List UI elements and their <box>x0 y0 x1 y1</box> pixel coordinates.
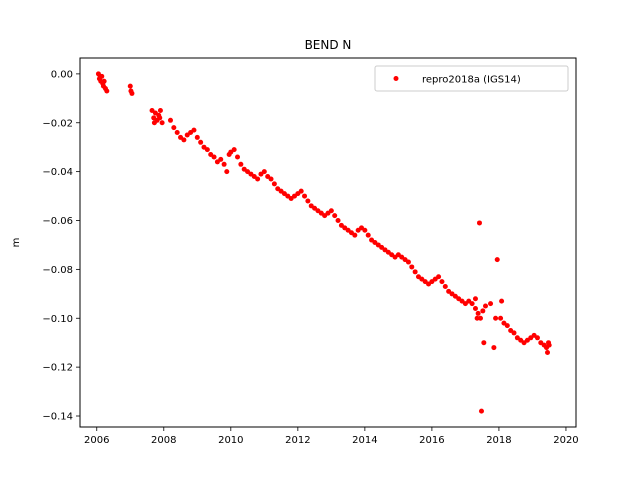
data-point <box>472 296 478 302</box>
data-point <box>481 340 487 346</box>
x-tick-label: 2020 <box>553 435 578 446</box>
data-point <box>475 310 481 316</box>
data-point <box>352 232 358 238</box>
data-point <box>504 323 510 329</box>
data-point <box>171 125 177 131</box>
x-axis: 2006 2008 2010 2012 2014 2016 2018 2020 <box>84 427 579 446</box>
data-point <box>198 139 204 145</box>
data-point <box>405 259 411 265</box>
data-point <box>157 115 163 121</box>
data-point <box>545 349 551 355</box>
x-tick-label: 2018 <box>486 435 511 446</box>
data-point <box>511 330 517 336</box>
data-point <box>104 88 110 94</box>
data-point <box>436 274 442 280</box>
data-point <box>439 279 445 285</box>
data-point <box>491 345 497 351</box>
data-point <box>271 181 277 187</box>
data-point <box>129 90 135 96</box>
y-tick-label: −0.08 <box>42 265 73 276</box>
data-point <box>231 147 237 153</box>
y-tick-label: −0.04 <box>42 167 73 178</box>
data-point <box>221 161 227 167</box>
data-point <box>235 154 241 160</box>
data-point <box>159 120 165 126</box>
data-point <box>442 283 448 289</box>
y-tick-label: −0.06 <box>42 216 73 227</box>
x-tick-label: 2012 <box>285 435 310 446</box>
data-point <box>167 117 173 123</box>
x-tick-label: 2016 <box>419 435 444 446</box>
y-tick-label: 0.00 <box>51 69 73 80</box>
legend-label: repro2018a (IGS14) <box>422 75 521 86</box>
data-point <box>101 78 107 84</box>
data-point <box>218 156 224 162</box>
data-point <box>268 176 274 182</box>
data-point <box>469 301 475 307</box>
data-point <box>191 127 197 133</box>
data-point <box>194 134 200 140</box>
data-point <box>534 335 540 341</box>
data-point <box>335 218 341 224</box>
data-point <box>474 315 480 321</box>
data-point <box>332 213 338 219</box>
data-point <box>483 303 489 309</box>
y-tick-label: −0.12 <box>42 363 73 374</box>
data-point <box>97 73 103 79</box>
data-point <box>224 169 230 175</box>
data-point <box>478 408 484 414</box>
data-point <box>181 137 187 143</box>
data-point <box>498 315 504 321</box>
data-point <box>362 227 368 233</box>
data-point <box>472 305 478 311</box>
data-point <box>409 264 415 270</box>
data-point <box>211 154 217 160</box>
data-point <box>412 269 418 275</box>
y-axis-title: m <box>11 238 22 248</box>
data-point <box>546 342 552 348</box>
data-point <box>476 220 482 226</box>
data-point <box>151 120 157 126</box>
legend: repro2018a (IGS14) <box>374 65 569 92</box>
y-tick-label: −0.14 <box>42 412 73 423</box>
x-tick-label: 2008 <box>151 435 176 446</box>
data-point <box>480 308 486 314</box>
data-point <box>238 161 244 167</box>
legend-marker <box>393 76 399 81</box>
data-point <box>302 193 308 199</box>
y-tick-label: −0.02 <box>42 118 73 129</box>
data-point <box>499 298 505 304</box>
data-point <box>328 208 334 214</box>
y-axis: 0.00 −0.02 −0.04 −0.06 −0.08 −0.10 −0.12 −0.14 <box>42 69 80 423</box>
data-point <box>261 169 267 175</box>
plot-area <box>95 71 552 414</box>
data-point <box>255 176 261 182</box>
data-point <box>204 147 210 153</box>
data-point <box>298 188 304 194</box>
data-point <box>365 232 371 238</box>
data-point <box>305 198 311 204</box>
data-point <box>127 83 133 89</box>
data-point <box>157 108 163 114</box>
legend-box <box>374 65 569 92</box>
data-point <box>174 130 180 136</box>
y-tick-label: −0.10 <box>42 314 73 325</box>
x-tick-label: 2006 <box>84 435 109 446</box>
chart-title: BEND N <box>305 38 352 52</box>
x-tick-label: 2014 <box>352 435 377 446</box>
data-point <box>100 83 106 89</box>
data-point <box>488 301 494 307</box>
plot-frame <box>79 57 577 428</box>
x-tick-label: 2010 <box>218 435 243 446</box>
data-point <box>493 315 499 321</box>
series-points <box>95 71 552 414</box>
data-point <box>494 257 500 263</box>
